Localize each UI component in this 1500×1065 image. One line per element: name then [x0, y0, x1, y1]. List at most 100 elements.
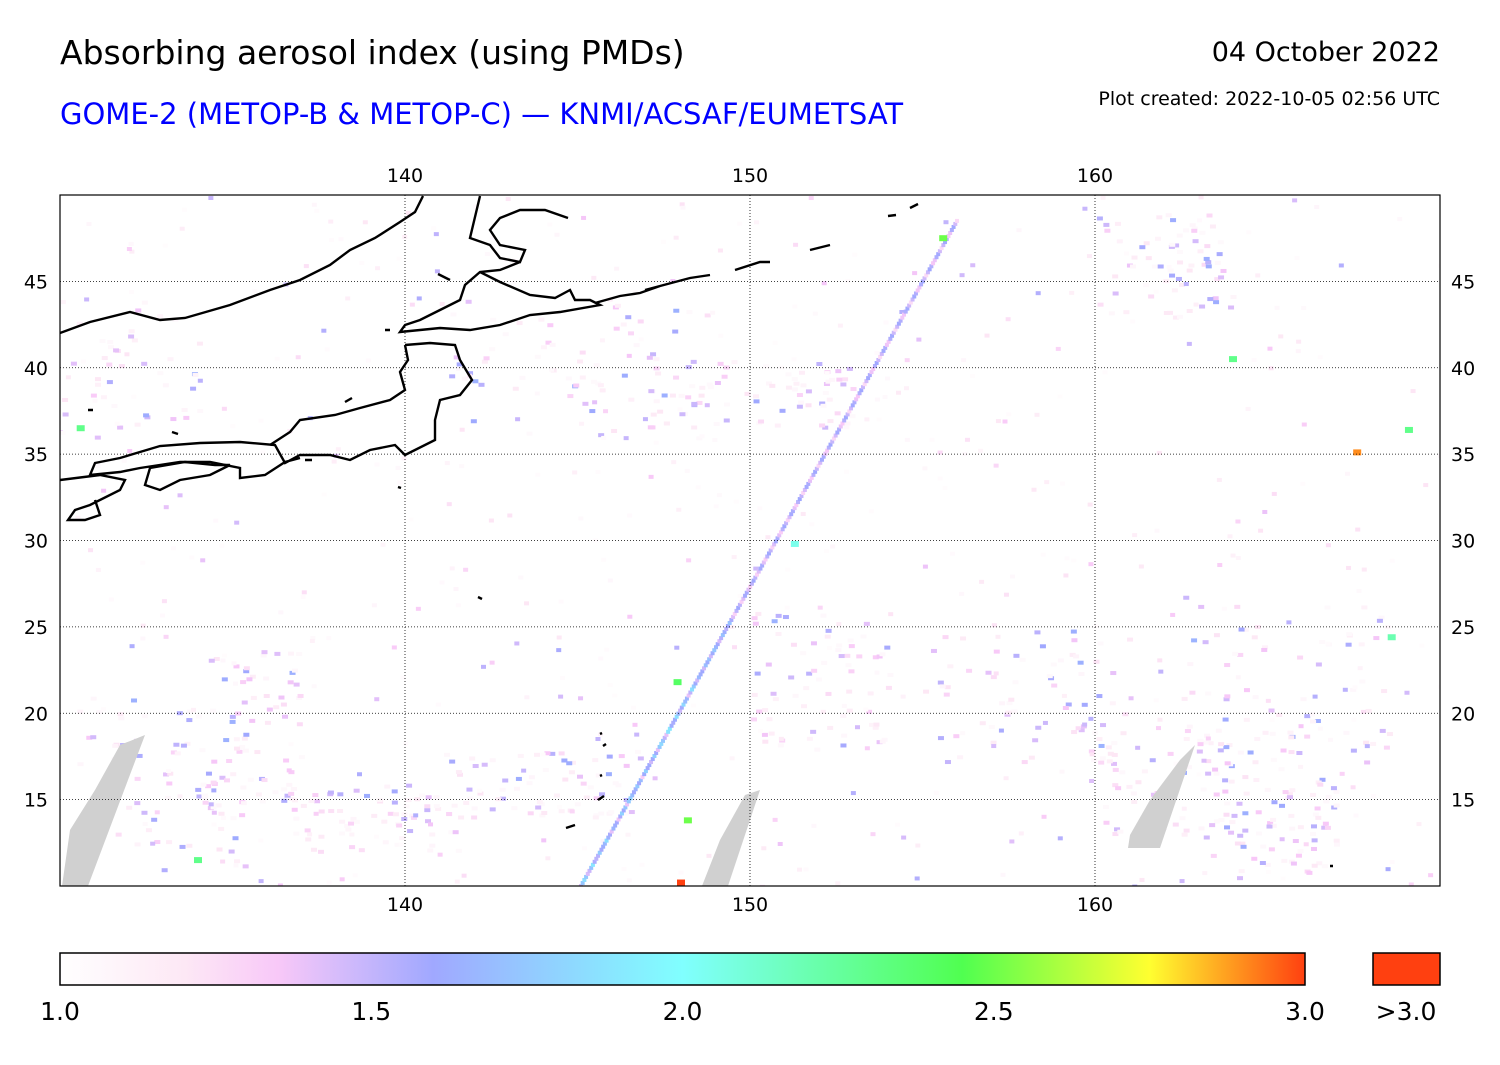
- streak-pixel: [866, 376, 871, 381]
- streak-pixel: [948, 231, 953, 236]
- aerosol-pixel: [495, 797, 502, 802]
- streak-pixel: [705, 660, 710, 665]
- aerosol-pixel: [556, 804, 562, 809]
- aerosol-pixel: [129, 644, 135, 649]
- aerosol-pixel: [75, 515, 81, 520]
- aerosol-pixel: [53, 299, 59, 303]
- aerosol-pixel: [472, 379, 479, 384]
- aerosol-pixel: [456, 772, 463, 777]
- aerosol-pixel: [291, 798, 298, 803]
- aerosol-pixel: [128, 329, 135, 334]
- aerosol-pixel: [1191, 226, 1198, 231]
- aerosol-pixel: [240, 680, 247, 685]
- aerosol-pixel: [541, 810, 548, 815]
- aerosol-pixel: [882, 395, 888, 400]
- aerosol-pixel: [791, 357, 797, 362]
- y-tick-label-left: 25: [24, 617, 48, 639]
- aerosol-pixel: [990, 675, 997, 680]
- aerosol-pixel: [1157, 264, 1164, 269]
- aerosol-pixel: [216, 847, 223, 852]
- aerosol-pixel: [249, 718, 256, 723]
- graticule: [60, 195, 1440, 886]
- aerosol-pixel: [1019, 657, 1026, 662]
- aerosol-pixel: [1, 317, 7, 321]
- aerosol-pixel: [964, 437, 970, 442]
- streak-pixel: [765, 554, 770, 559]
- aerosol-pixel: [431, 226, 437, 231]
- aerosol-pixel: [331, 459, 337, 464]
- aerosol-pixel: [310, 635, 316, 640]
- streak-pixel: [743, 593, 748, 598]
- aerosol-pixel: [1218, 742, 1225, 747]
- aerosol-pixel: [1167, 751, 1174, 756]
- aerosol-pixel: [1222, 778, 1229, 783]
- aerosol-pixel: [805, 389, 812, 394]
- streak-pixel: [898, 318, 903, 323]
- streak-pixel: [876, 357, 881, 362]
- aerosol-pixel: [1189, 690, 1196, 695]
- aerosol-pixel: [321, 328, 327, 333]
- aerosol-pixel: [22, 349, 28, 353]
- aerosol-pixel: [1191, 638, 1198, 643]
- streak-pixel: [806, 481, 811, 486]
- aerosol-pixel: [763, 364, 770, 369]
- aerosol-pixel: [223, 778, 230, 783]
- chart-date: 04 October 2022: [1211, 37, 1440, 68]
- aerosol-pixel: [1032, 738, 1039, 743]
- aerosol-pixel: [1309, 712, 1315, 717]
- aerosol-pixel: [848, 669, 855, 674]
- aerosol-pixel: [820, 709, 826, 714]
- aerosol-pixel: [1222, 717, 1229, 722]
- aerosol-pixel: [1371, 794, 1377, 799]
- high-aai-pixel: [1387, 634, 1396, 641]
- high-aai-pixel: [939, 235, 948, 242]
- aerosol-pixel: [401, 812, 408, 817]
- aerosol-pixel: [1314, 205, 1320, 210]
- streak-pixel: [912, 294, 917, 299]
- aerosol-pixel: [621, 373, 628, 378]
- aerosol-pixel: [409, 813, 416, 818]
- aerosol-pixel: [134, 801, 141, 806]
- aerosol-pixel: [1028, 755, 1035, 760]
- aerosol-pixel: [792, 693, 799, 698]
- aerosol-pixel: [1156, 215, 1163, 220]
- aerosol-pixel: [65, 375, 71, 380]
- aerosol-pixel: [1262, 730, 1269, 735]
- aerosol-pixel: [249, 674, 256, 679]
- aerosol-pixel: [1088, 749, 1095, 754]
- aerosol-pixel: [825, 379, 831, 384]
- aerosol-pixel: [1306, 870, 1313, 875]
- aerosol-pixel: [1262, 509, 1268, 514]
- aerosol-pixel: [796, 393, 803, 398]
- aerosol-pixel: [993, 671, 999, 676]
- aerosol-pixel: [219, 775, 226, 780]
- aerosol-pixel: [1065, 702, 1072, 707]
- aerosol-pixel: [758, 419, 765, 424]
- aerosol-pixel: [326, 880, 332, 885]
- aerosol-pixel: [988, 724, 995, 729]
- aerosol-pixel: [454, 879, 460, 884]
- y-tick-label-left: 35: [24, 444, 48, 466]
- aerosol-pixel: [1105, 745, 1112, 750]
- aerosol-pixel: [200, 558, 206, 563]
- aerosol-pixel: [1227, 534, 1233, 539]
- aerosol-pixel: [1213, 633, 1220, 638]
- aerosol-pixel: [771, 619, 778, 624]
- no-data-region: [1128, 745, 1195, 848]
- aerosol-pixel: [107, 345, 114, 350]
- aerosol-pixel: [856, 654, 863, 659]
- aerosol-pixel: [1135, 780, 1142, 785]
- streak-pixel: [778, 530, 783, 535]
- streak-pixel: [693, 681, 698, 686]
- aerosol-pixel: [1328, 737, 1334, 742]
- aerosol-pixel: [1235, 519, 1241, 524]
- aerosol-pixel: [60, 430, 66, 435]
- aerosol-pixel: [876, 740, 883, 745]
- streak-pixel: [621, 808, 626, 813]
- aerosol-pixel: [793, 381, 800, 386]
- aerosol-pixel: [754, 671, 761, 676]
- aerosol-pixel: [942, 635, 949, 640]
- aerosol-pixel: [1209, 823, 1216, 828]
- aerosol-pixel: [1279, 803, 1286, 808]
- aerosol-pixel: [1013, 653, 1020, 658]
